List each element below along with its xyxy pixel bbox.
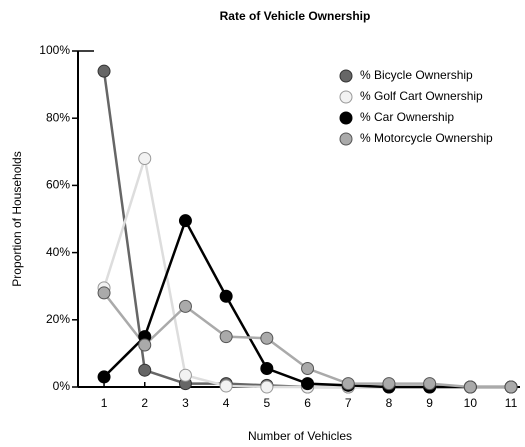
data-point xyxy=(97,64,111,78)
data-point xyxy=(138,363,152,377)
x-tick-label: 7 xyxy=(345,396,352,410)
data-point xyxy=(138,338,152,352)
x-tick-label: 10 xyxy=(464,396,478,410)
data-point xyxy=(178,214,192,228)
data-point xyxy=(97,286,111,300)
legend-label: % Golf Cart Ownership xyxy=(360,89,483,103)
data-point xyxy=(178,368,192,382)
x-tick-label: 6 xyxy=(304,396,311,410)
legend-label: % Bicycle Ownership xyxy=(360,68,473,82)
data-point xyxy=(178,299,192,313)
series-line xyxy=(102,158,512,389)
data-point xyxy=(341,377,355,391)
data-point xyxy=(301,377,315,391)
data-point xyxy=(260,362,274,376)
legend-label: % Car Ownership xyxy=(360,110,454,124)
y-tick-label: 60% xyxy=(46,178,70,192)
y-tick-label: 40% xyxy=(46,245,70,259)
x-tick-label: 5 xyxy=(264,396,271,410)
y-tick-label: 100% xyxy=(39,43,70,57)
data-point xyxy=(219,289,233,303)
data-point xyxy=(260,380,274,394)
y-axis-label: Proportion of Households xyxy=(10,151,24,286)
data-point xyxy=(97,370,111,384)
data-point xyxy=(219,330,233,344)
x-tick-label: 1 xyxy=(101,396,108,410)
x-tick-label: 3 xyxy=(182,396,189,410)
x-tick-label: 4 xyxy=(223,396,230,410)
data-point xyxy=(423,377,437,391)
y-tick-label: 20% xyxy=(46,312,70,326)
x-tick-label: 11 xyxy=(505,396,518,410)
data-point xyxy=(382,377,396,391)
data-point xyxy=(301,362,315,376)
legend-marker xyxy=(339,132,353,146)
x-axis-label: Number of Vehicles xyxy=(248,429,352,443)
x-tick-label: 9 xyxy=(426,396,433,410)
x-tick-label: 2 xyxy=(141,396,148,410)
data-point xyxy=(260,331,274,345)
x-tick-label: 8 xyxy=(386,396,393,410)
legend-label: % Motorcycle Ownership xyxy=(360,131,493,145)
y-tick-label: 0% xyxy=(53,379,71,393)
legend-marker xyxy=(339,69,353,83)
data-point xyxy=(219,379,233,393)
legend-marker xyxy=(339,111,353,125)
data-point xyxy=(138,152,152,166)
chart-title: Rate of Vehicle Ownership xyxy=(220,9,371,23)
data-point xyxy=(463,380,477,394)
legend-marker xyxy=(339,90,353,104)
y-tick-label: 80% xyxy=(46,110,70,124)
data-point xyxy=(504,380,518,394)
